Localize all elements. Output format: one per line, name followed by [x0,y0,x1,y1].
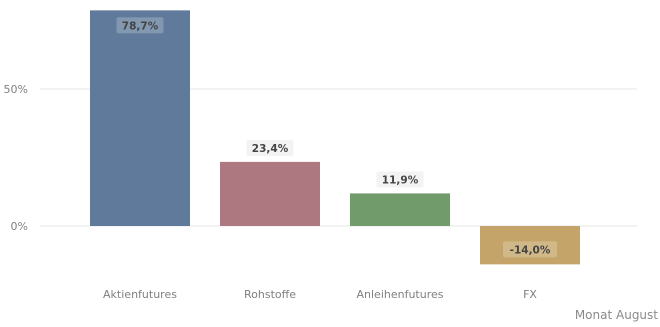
value-label-bg [246,139,294,156]
value-label-bg [116,17,164,34]
category-label: Anleihenfutures [357,288,444,301]
bar-fx [480,226,580,265]
category-label: FX [523,288,537,301]
category-label: Rohstoffe [244,288,296,301]
value-label: 23,4% [252,143,289,155]
value-label-bg [503,241,557,258]
value-label: 11,9% [382,174,419,186]
value-label-bg [376,171,424,188]
bar-anleihenfutures [350,193,450,226]
y-tick-label: 0% [11,220,28,233]
category-label: Aktienfutures [103,288,177,301]
bar-aktienfutures [90,10,190,226]
footer-label: Monat August [574,308,658,322]
y-tick-label: 50% [4,83,28,96]
bar-rohstoffe [220,161,320,226]
value-label: -14,0% [510,244,551,256]
value-label: 78,7% [122,20,159,32]
